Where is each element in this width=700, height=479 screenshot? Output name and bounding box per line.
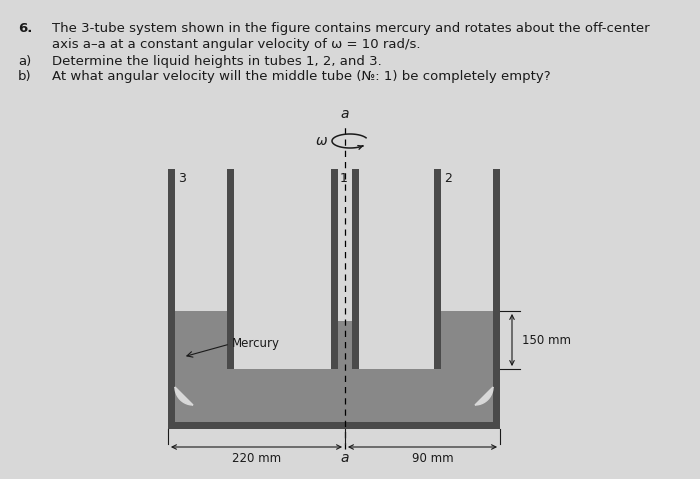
Text: 3: 3 xyxy=(178,172,186,185)
Text: 6.: 6. xyxy=(18,22,32,35)
Text: axis a–a at a constant angular velocity of ω = 10 rad/s.: axis a–a at a constant angular velocity … xyxy=(52,38,421,51)
Text: At what angular velocity will the middle tube (№: 1) be completely empty?: At what angular velocity will the middle… xyxy=(52,70,551,83)
Bar xyxy=(434,169,441,369)
Bar xyxy=(493,369,500,429)
Polygon shape xyxy=(475,387,493,405)
Bar xyxy=(352,169,359,369)
Bar xyxy=(331,169,338,369)
Text: The 3-tube system shown in the figure contains mercury and rotates about the off: The 3-tube system shown in the figure co… xyxy=(52,22,650,35)
Bar xyxy=(168,169,175,369)
Text: a: a xyxy=(341,107,349,121)
Text: 150 mm: 150 mm xyxy=(522,333,571,346)
Bar xyxy=(493,169,500,369)
Polygon shape xyxy=(175,387,193,405)
Bar xyxy=(168,369,175,429)
Text: 1: 1 xyxy=(340,172,348,185)
Text: b): b) xyxy=(18,70,32,83)
Bar xyxy=(227,169,234,369)
Bar xyxy=(441,311,493,369)
Text: a): a) xyxy=(18,55,32,68)
Bar xyxy=(338,321,352,369)
Bar xyxy=(168,422,500,429)
Text: 90 mm: 90 mm xyxy=(412,452,454,465)
Text: Determine the liquid heights in tubes 1, 2, and 3.: Determine the liquid heights in tubes 1,… xyxy=(52,55,382,68)
Text: a: a xyxy=(341,451,349,465)
Text: 220 mm: 220 mm xyxy=(232,452,281,465)
Text: ω: ω xyxy=(316,134,327,148)
Bar xyxy=(359,169,434,369)
Text: Mercury: Mercury xyxy=(232,338,280,351)
Text: 2: 2 xyxy=(444,172,452,185)
Bar xyxy=(234,169,331,369)
Bar xyxy=(175,311,227,369)
